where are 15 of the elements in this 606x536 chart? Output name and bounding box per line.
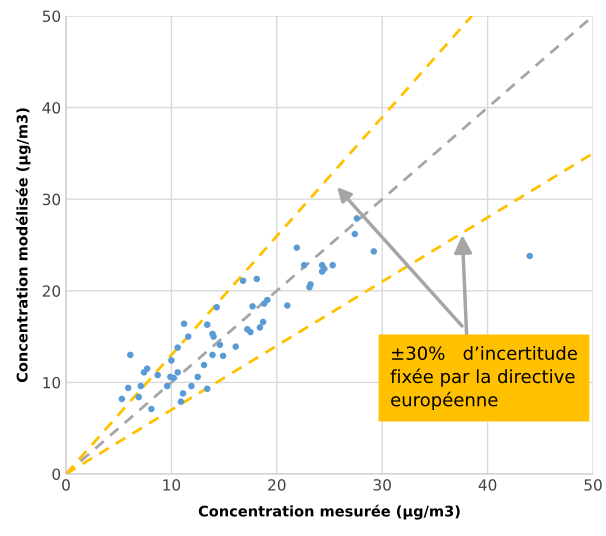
y-tick-label: 0: [52, 468, 60, 480]
x-tick-label: 30: [374, 479, 391, 491]
y-tick-label: 30: [42, 194, 60, 206]
y-tick-label: 20: [42, 285, 60, 297]
x-tick-label: 50: [584, 479, 602, 491]
x-tick-label: 40: [478, 479, 496, 491]
x-tick-label: 0: [62, 479, 70, 491]
y-tick-label: 40: [42, 102, 60, 114]
y-tick-label: 50: [42, 10, 60, 22]
y-tick-label: 10: [43, 376, 60, 388]
x-tick-label: 20: [268, 479, 286, 491]
x-axis-title: Concentration mesurée (µg/m3): [198, 504, 460, 520]
y-axis-title: Concentration modélisée (µg/m3): [16, 108, 31, 382]
annotation: ±30% d’incertitude fixée par la directive européenne: [390, 346, 577, 410]
x-tick-label: 10: [163, 479, 180, 491]
